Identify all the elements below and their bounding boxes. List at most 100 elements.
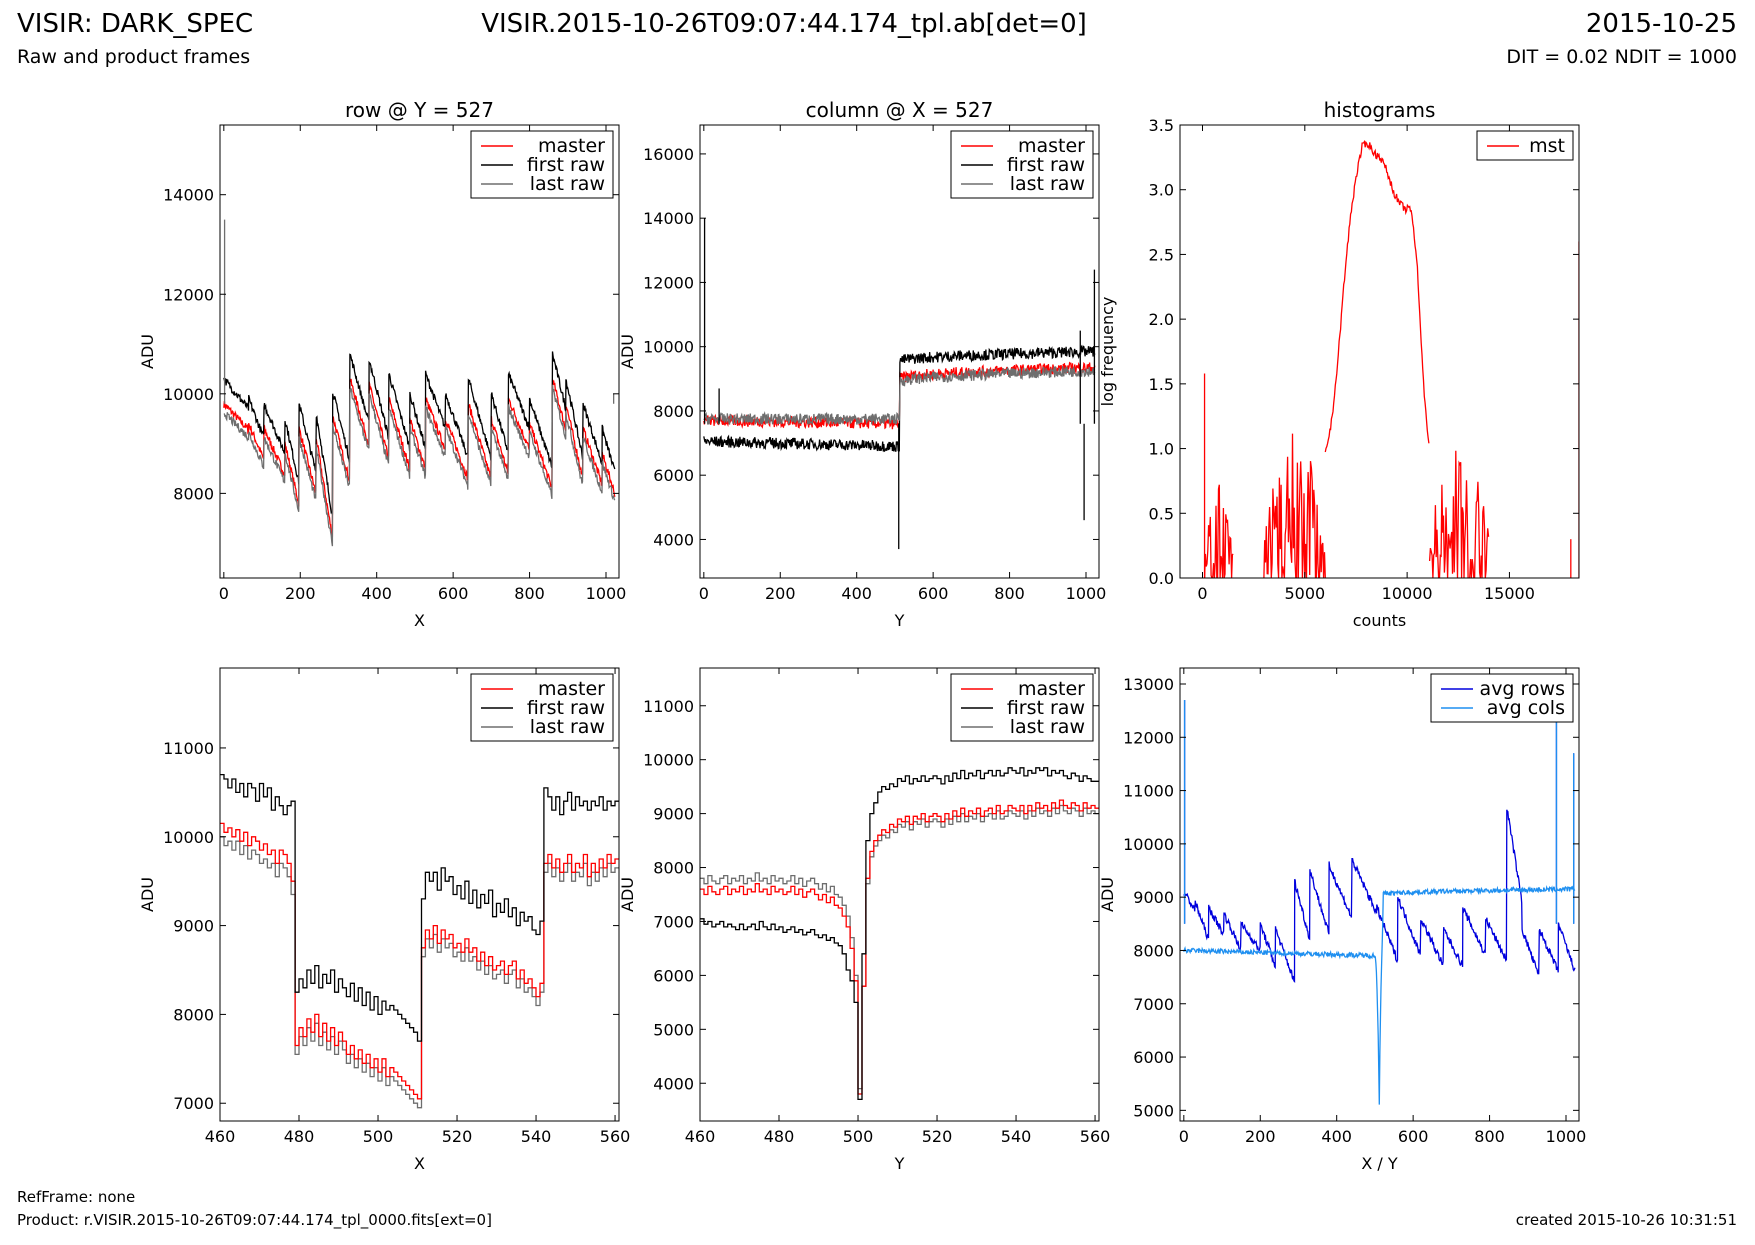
row-zoom-chart: 460 480 500 520 540 560 7000 8000 9000 10000 11000…: [138, 667, 631, 1173]
avg-xtick-label: 400: [1321, 1127, 1352, 1146]
col-full-xtick-label: 0: [699, 584, 709, 603]
avg-ytick-label: 10000: [1123, 835, 1174, 854]
row-full-ytick-label: 8000: [173, 484, 214, 503]
col-zoom-xtick-label: 560: [1080, 1127, 1111, 1146]
row-full-xtick-label: 400: [361, 584, 392, 603]
product-label: Product: r.VISIR.2015-10-26T09:07:44.174…: [17, 1211, 492, 1229]
col-zoom-xtick-label: 460: [685, 1127, 716, 1146]
col-zoom-ytick-label: 7000: [653, 912, 694, 931]
row-zoom-ytick-label: 8000: [173, 1005, 214, 1024]
row-full-ytick-label: 12000: [163, 285, 214, 304]
avg-xtick-label: 1000: [1546, 1127, 1587, 1146]
row-zoom-xtick-label: 560: [600, 1127, 631, 1146]
row-zoom-xtick-label: 480: [284, 1127, 315, 1146]
row-full-xtick-label: 0: [219, 584, 229, 603]
avg-ytick-label: 6000: [1133, 1048, 1174, 1067]
avg-legend-label: avg rows: [1480, 678, 1565, 700]
hist-xtick-label: 15000: [1484, 584, 1535, 603]
col-zoom-xlabel: Y: [894, 1154, 905, 1173]
col-zoom-ytick-label: 9000: [653, 805, 694, 824]
row-full-xtick-label: 800: [514, 584, 545, 603]
col-zoom-chart: 460 480 500 520 540 560 4000 5000 6000 7000 8000 90…: [618, 667, 1111, 1173]
row-full-ytick-label: 14000: [163, 186, 214, 205]
row-zoom-frame: [219, 667, 620, 1122]
col-full-ylabel: ADU: [618, 334, 637, 369]
avg-xtick-label: 800: [1474, 1127, 1505, 1146]
avg-chart: 0 200 400 600 800 1000 5000 6000 7000 8000 9000 100…: [1098, 667, 1587, 1173]
row-full-xtick-label: 600: [438, 584, 469, 603]
row-full-title: row @ Y = 527: [345, 98, 494, 122]
col-full-ytick-label: 12000: [643, 273, 694, 292]
col-zoom-xtick-label: 520: [922, 1127, 953, 1146]
col-zoom-ytick-label: 11000: [643, 697, 694, 716]
row-zoom-series-2-line: [220, 836, 619, 1109]
col-full-xtick-label: 400: [841, 584, 872, 603]
row-full-series-0-line: [223, 378, 616, 537]
avg-legend-label: avg cols: [1487, 697, 1565, 719]
hist-noise-1: [1263, 433, 1326, 578]
row-zoom-ytick-label: 10000: [163, 828, 214, 847]
col-full-chart: 0 200 400 600 800 1000 4000 6000 8000 10000 12000 1…: [618, 98, 1106, 630]
col-full-ytick-label: 16000: [643, 145, 694, 164]
row-full-frame: [219, 124, 620, 579]
col-zoom-xtick-label: 480: [764, 1127, 795, 1146]
avg-ytick-label: 7000: [1133, 995, 1174, 1014]
avg-series-1-line: [1183, 884, 1576, 1105]
avg-xtick-label: 600: [1398, 1127, 1429, 1146]
row-zoom-series-1-line: [220, 773, 619, 1042]
hist-chart: 0 5000 10000 15000 0.0 0.5 1.0 1.5 2.0 2.5 3.0 3.5 h…: [1098, 98, 1580, 630]
hist-frame: [1179, 124, 1580, 579]
row-zoom-legend-label: first raw: [527, 697, 605, 719]
refframe-label: RefFrame: none: [17, 1188, 136, 1206]
hist-title: histograms: [1324, 98, 1436, 122]
col-full-ytick-label: 14000: [643, 209, 694, 228]
col-full-ytick-label: 8000: [653, 402, 694, 421]
avg-ytick-label: 11000: [1123, 782, 1174, 801]
col-full-plot-area: [703, 218, 1096, 550]
hist-ytick-label: 0.0: [1149, 569, 1174, 588]
avg-xtick-label: 0: [1179, 1127, 1189, 1146]
col-zoom-legend-label: master: [1018, 678, 1085, 700]
hist-ytick-label: 3.0: [1149, 181, 1174, 200]
row-full-xtick-label: 1000: [586, 584, 627, 603]
file-name: VISIR.2015-10-26T09:07:44.174_tpl.ab[det…: [481, 9, 1087, 39]
col-full-legend-label: first raw: [1007, 154, 1085, 176]
avg-xlabel: X / Y: [1361, 1154, 1398, 1173]
row-full-legend-label: last raw: [530, 173, 605, 195]
col-zoom-ytick-label: 10000: [643, 751, 694, 770]
row-full-ylabel: ADU: [138, 334, 157, 369]
row-full-xtick-label: 200: [285, 584, 316, 603]
col-zoom-ytick-label: 6000: [653, 966, 694, 985]
col-zoom-series-1-line: [700, 767, 1099, 1101]
col-full-ytick-label: 4000: [653, 530, 694, 549]
hist-ytick-label: 1.0: [1149, 440, 1174, 459]
hist-ytick-label: 1.5: [1149, 375, 1174, 394]
col-zoom-frame: [699, 667, 1100, 1122]
row-zoom-series-0-line: [220, 822, 619, 1100]
row-full-plot-area: [223, 219, 616, 547]
col-full-xlabel: Y: [894, 611, 905, 630]
col-full-ytick-label: 10000: [643, 338, 694, 357]
col-full-legend-label: last raw: [1010, 173, 1085, 195]
row-zoom-plot-area: [220, 773, 619, 1109]
col-zoom-ytick-label: 8000: [653, 859, 694, 878]
row-zoom-ytick-label: 9000: [173, 917, 214, 936]
hist-ytick-label: 3.5: [1149, 116, 1174, 135]
col-zoom-plot-area: [700, 767, 1099, 1101]
hist-legend-label: mst: [1529, 135, 1565, 157]
row-zoom-xtick-label: 460: [205, 1127, 236, 1146]
hist-noise-2: [1428, 450, 1490, 578]
page-title: VISIR: DARK_SPEC: [17, 9, 254, 39]
page-subtitle: Raw and product frames: [17, 46, 251, 68]
hist-ytick-label: 2.5: [1149, 245, 1174, 264]
row-full-series-1-line: [223, 351, 616, 515]
col-full-legend-label: master: [1018, 135, 1085, 157]
col-zoom-xtick-label: 500: [843, 1127, 874, 1146]
avg-ytick-label: 8000: [1133, 941, 1174, 960]
hist-xtick-label: 0: [1197, 584, 1207, 603]
